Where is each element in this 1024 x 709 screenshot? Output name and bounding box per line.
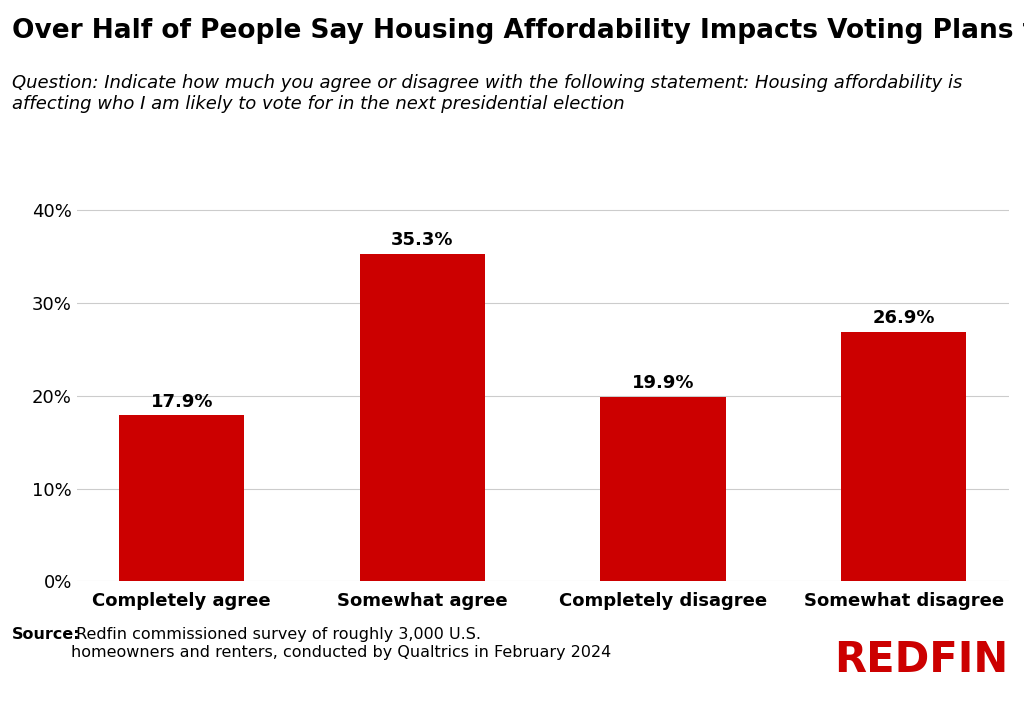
Text: Redfin commissioned survey of roughly 3,000 U.S.
homeowners and renters, conduct: Redfin commissioned survey of roughly 3,…: [71, 627, 611, 660]
Text: Over Half of People Say Housing Affordability Impacts Voting Plans for Next Elec: Over Half of People Say Housing Affordab…: [12, 18, 1024, 44]
Text: 17.9%: 17.9%: [151, 393, 213, 411]
Bar: [600, 396, 726, 581]
Text: 19.9%: 19.9%: [632, 374, 694, 392]
Bar: [841, 332, 967, 581]
Bar: [359, 254, 485, 581]
Text: REDFIN: REDFIN: [835, 639, 1009, 681]
Text: 26.9%: 26.9%: [872, 309, 935, 327]
Text: Source:: Source:: [12, 627, 81, 642]
Bar: [119, 415, 245, 581]
Text: Question: Indicate how much you agree or disagree with the following statement: : Question: Indicate how much you agree or…: [12, 74, 963, 113]
Text: 35.3%: 35.3%: [391, 231, 454, 249]
